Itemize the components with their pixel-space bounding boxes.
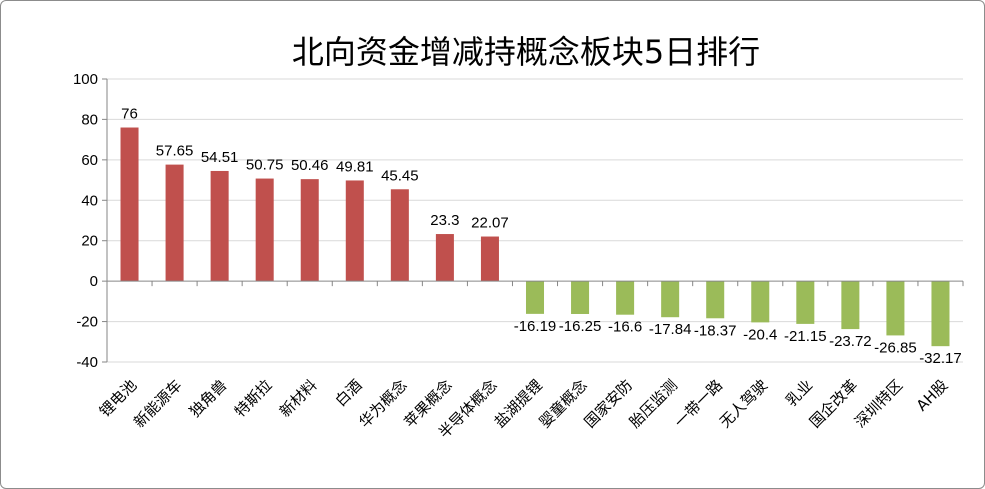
x-tick-label: 婴童概念 — [536, 376, 591, 431]
y-tick-label: 20 — [81, 233, 98, 250]
bar — [841, 281, 860, 330]
x-tick-label: 新材料 — [276, 376, 321, 421]
y-tick-label: 0 — [90, 273, 98, 290]
data-labels: 76 57.65 54.51 50.75 50.46 49.81 45.45 23.3 22.0… — [121, 106, 962, 368]
bar — [661, 281, 680, 318]
bar — [480, 236, 499, 282]
y-tick-label: 40 — [81, 192, 98, 209]
x-tick-label: 华为概念 — [356, 376, 411, 431]
data-label: 22.07 — [471, 215, 509, 232]
data-label: -32.17 — [919, 350, 962, 367]
bar — [210, 170, 229, 282]
data-label: -17.84 — [649, 321, 692, 338]
bar — [255, 178, 274, 282]
data-label: -16.19 — [514, 318, 557, 335]
bar — [345, 180, 364, 282]
x-tick-label: 独角兽 — [186, 376, 231, 421]
x-tick-label: 国家安防 — [581, 376, 636, 431]
x-tick-label: 一带一路 — [671, 376, 726, 431]
chart-title: 北向资金增减持概念板块5日排行 — [292, 33, 760, 71]
bar — [706, 281, 725, 319]
data-label: -18.37 — [694, 322, 737, 339]
bar — [435, 234, 454, 282]
y-tick-label: 60 — [81, 152, 98, 169]
data-label: 49.81 — [336, 158, 374, 175]
x-tick-label: 国企改革 — [806, 376, 861, 431]
data-label: -20.4 — [743, 326, 777, 343]
y-tick-label: -40 — [76, 354, 98, 371]
data-label: -23.72 — [829, 333, 872, 350]
x-tick-label: 深圳特区 — [851, 376, 906, 431]
bar — [751, 281, 770, 323]
x-tick-label: 盐湖提锂 — [491, 376, 546, 431]
x-tick-label: 无人驾驶 — [716, 376, 771, 431]
y-axis: -40 -20 0 20 40 60 80 100 — [73, 71, 108, 371]
y-tick-label: -20 — [76, 314, 98, 331]
x-tick-label: AH股 — [913, 376, 952, 415]
bar — [886, 281, 905, 336]
y-tick-label: 100 — [73, 71, 98, 88]
x-tick-label: 白酒 — [332, 376, 366, 410]
data-label: 54.51 — [201, 149, 239, 166]
x-tick-label: 特斯拉 — [231, 376, 276, 421]
y-tick-label: 80 — [81, 111, 98, 128]
bar — [165, 164, 184, 282]
data-label: -26.85 — [874, 339, 917, 356]
bars — [120, 127, 950, 347]
data-label: 50.46 — [291, 157, 329, 174]
bar — [300, 179, 319, 282]
data-label: 50.75 — [246, 157, 284, 174]
bar — [616, 281, 635, 315]
x-tick-label: 乳业 — [782, 376, 816, 410]
data-label: -16.25 — [559, 318, 602, 335]
gridlines — [107, 78, 963, 363]
bar — [390, 189, 409, 282]
bar — [571, 281, 590, 314]
data-label: -16.6 — [608, 319, 642, 336]
data-label: 57.65 — [156, 143, 194, 160]
data-label: 45.45 — [381, 167, 419, 184]
bar — [525, 281, 545, 314]
bar — [796, 281, 815, 324]
data-label: -21.15 — [784, 328, 827, 345]
x-tick-label: 新能源车 — [130, 376, 185, 431]
x-tick-label: 胎压监测 — [626, 376, 681, 431]
data-label: 76 — [121, 106, 138, 123]
data-label: 23.3 — [430, 212, 459, 229]
bar — [931, 281, 950, 347]
bar — [120, 127, 139, 282]
